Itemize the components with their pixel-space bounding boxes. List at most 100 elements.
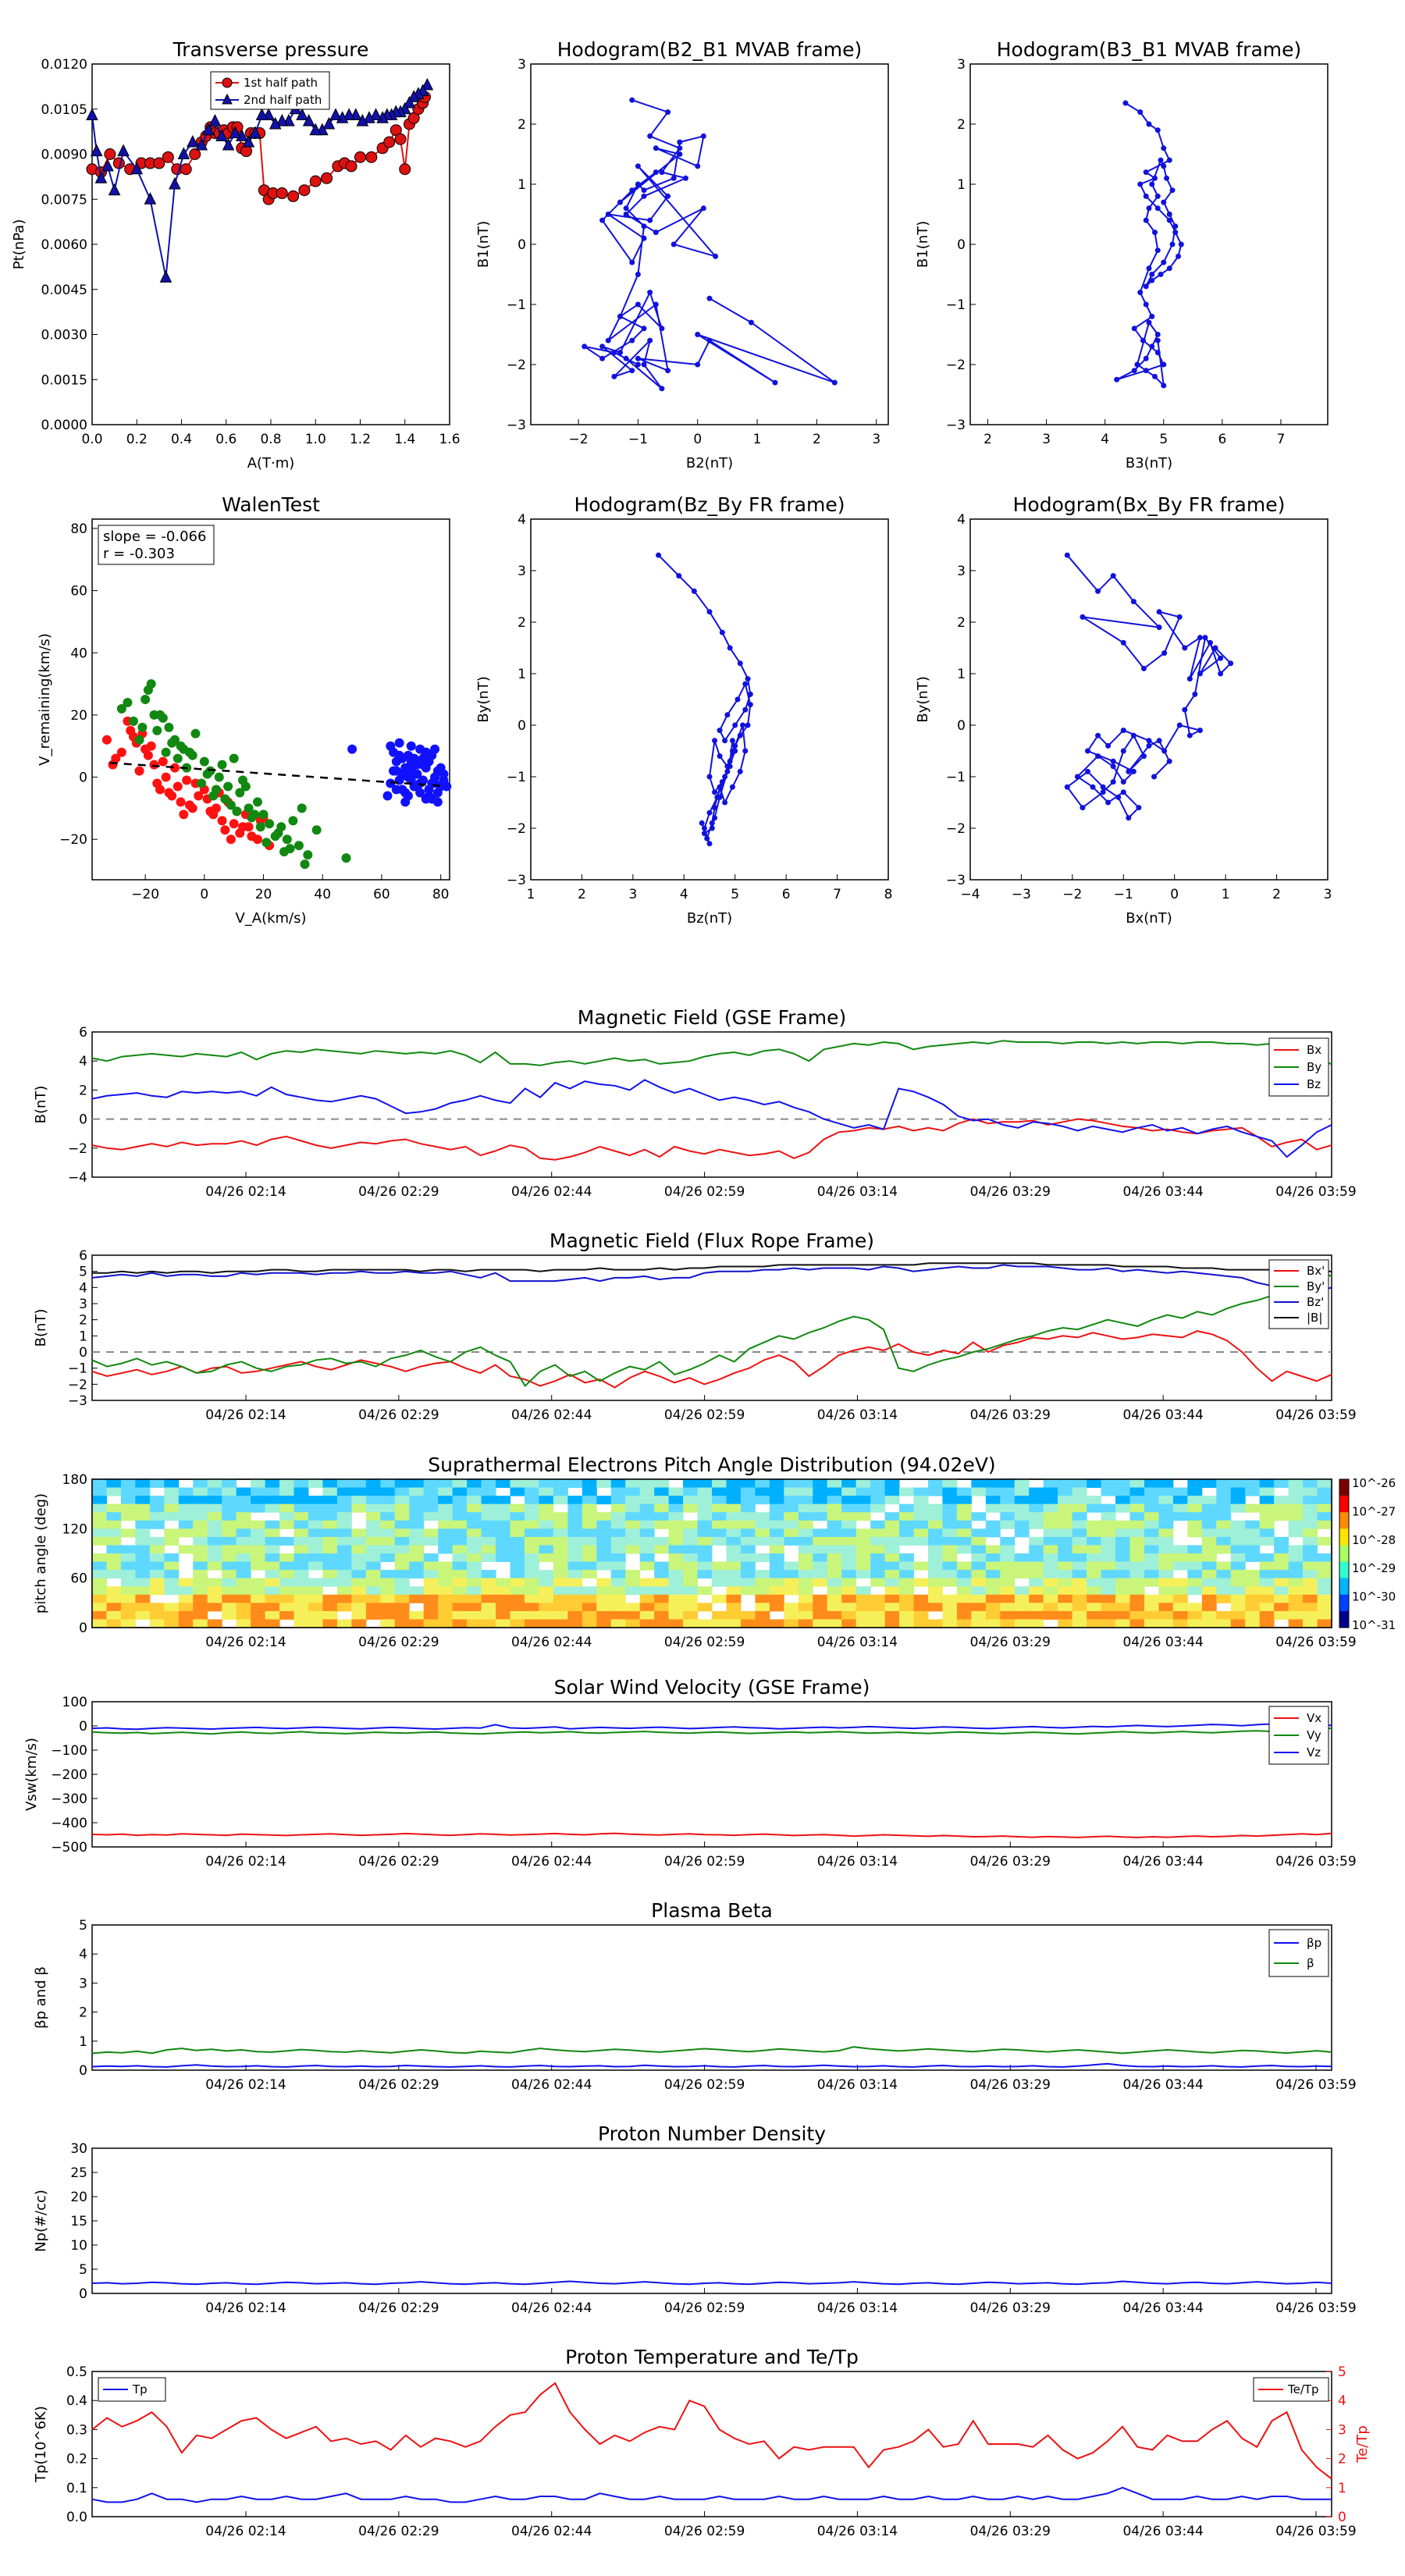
- heatmap-cell: [1000, 1578, 1016, 1587]
- heatmap-cell: [927, 1561, 943, 1571]
- heatmap-cell: [1144, 1496, 1159, 1505]
- legend-label: Vx: [1307, 1711, 1321, 1725]
- y-tick-label: 3: [518, 564, 526, 579]
- heatmap-cell: [1058, 1603, 1073, 1612]
- heatmap-cell: [1303, 1520, 1318, 1529]
- heatmap-cell: [207, 1578, 222, 1587]
- heatmap-cell: [92, 1528, 107, 1538]
- heatmap-cell: [135, 1496, 151, 1505]
- heatmap-cell: [452, 1610, 468, 1620]
- heatmap-cell: [1043, 1603, 1058, 1612]
- chart-title: Magnetic Field (GSE Frame): [578, 1006, 846, 1029]
- heatmap-cell: [884, 1528, 900, 1538]
- heatmap-cell: [553, 1512, 568, 1521]
- heatmap-cell: [1158, 1553, 1174, 1563]
- data-point: [199, 756, 209, 767]
- data-point: [1143, 193, 1149, 199]
- chart-panel: Hodogram(Bz_By FR frame)Bz(nT)By(nT)1 2 3 4…: [475, 493, 892, 927]
- heatmap-cell: [236, 1503, 251, 1513]
- heatmap-cell: [755, 1487, 770, 1496]
- heatmap-cell: [251, 1578, 266, 1587]
- heatmap-cell: [712, 1520, 727, 1529]
- heatmap-cell: [855, 1619, 871, 1628]
- heatmap-cell: [279, 1561, 295, 1571]
- heatmap-cell: [683, 1528, 699, 1538]
- heatmap-cell: [740, 1528, 756, 1538]
- heatmap-cell: [1158, 1479, 1174, 1489]
- x-tick-label: 2: [984, 432, 992, 447]
- heatmap-cell: [539, 1610, 554, 1620]
- heatmap-cell: [322, 1545, 338, 1554]
- heatmap-cell: [697, 1586, 713, 1596]
- heatmap-cell: [1288, 1487, 1304, 1496]
- heatmap-cell: [1172, 1545, 1188, 1554]
- x-tick-label: 2: [813, 432, 821, 447]
- heatmap-cell: [1303, 1553, 1318, 1563]
- data-point: [1169, 241, 1176, 247]
- heatmap-cell: [610, 1553, 626, 1563]
- heatmap-cell: [1115, 1487, 1130, 1496]
- chart-panel: Magnetic Field (Flux Rope Frame)B(nT)−3−…: [33, 1229, 1357, 1423]
- heatmap-cell: [1288, 1520, 1304, 1529]
- heatmap-cell: [582, 1503, 597, 1513]
- heatmap-cell: [784, 1520, 799, 1529]
- heatmap-cell: [423, 1570, 439, 1579]
- heatmap-cell: [1288, 1586, 1304, 1596]
- heatmap-cell: [1303, 1503, 1318, 1513]
- heatmap-cell: [639, 1487, 655, 1496]
- heatmap-cell: [985, 1545, 1001, 1554]
- data-point: [1130, 732, 1136, 738]
- heatmap-cell: [251, 1479, 266, 1489]
- heatmap-cell: [596, 1594, 612, 1603]
- heatmap-cell: [582, 1594, 597, 1603]
- heatmap-cell: [625, 1479, 641, 1489]
- heatmap-cell: [697, 1619, 713, 1628]
- data-point: [1080, 614, 1086, 620]
- heatmap-cell: [567, 1578, 583, 1587]
- heatmap-cell: [1058, 1586, 1073, 1596]
- y2-tick-label: 5: [1338, 2364, 1346, 2380]
- heatmap-cell: [164, 1528, 180, 1538]
- data-point: [1156, 624, 1162, 631]
- heatmap-cell: [1245, 1586, 1261, 1596]
- heatmap-cell: [870, 1536, 886, 1546]
- heatmap-cell: [1187, 1528, 1203, 1538]
- heatmap-cell: [813, 1610, 828, 1620]
- heatmap-cell: [481, 1570, 496, 1579]
- heatmap-cell: [423, 1603, 439, 1612]
- heatmap-cell: [813, 1512, 828, 1521]
- heatmap-cell: [496, 1553, 510, 1563]
- y2-tick-label: 1: [1338, 2481, 1346, 2496]
- heatmap-cell: [510, 1603, 525, 1612]
- heatmap-cell: [1029, 1512, 1044, 1521]
- data-point: [740, 722, 746, 728]
- x-tick-label: 04/26 03:59: [1275, 2077, 1356, 2093]
- y-tick-label: −1: [946, 770, 966, 785]
- heatmap-cell: [1029, 1619, 1044, 1628]
- heatmap-cell: [827, 1578, 842, 1587]
- heatmap-cell: [1245, 1487, 1261, 1496]
- heatmap-cell: [697, 1561, 713, 1571]
- y-tick-label: 0: [518, 718, 526, 734]
- heatmap-cell: [1129, 1586, 1145, 1596]
- heatmap-cell: [798, 1619, 813, 1628]
- data-point: [647, 337, 653, 343]
- heatmap-cell: [308, 1545, 323, 1554]
- heatmap-cell: [178, 1520, 194, 1529]
- series-line: [91, 2046, 1332, 2055]
- heatmap-cell: [755, 1528, 770, 1538]
- heatmap-cell: [798, 1520, 813, 1529]
- heatmap-cell: [913, 1503, 929, 1513]
- heatmap-cell: [365, 1536, 381, 1546]
- data-point: [242, 134, 255, 148]
- heatmap-cell: [1144, 1578, 1159, 1587]
- heatmap-cell: [668, 1619, 684, 1628]
- data-point: [1161, 382, 1167, 389]
- heatmap-cell: [178, 1578, 194, 1587]
- x-tick-label: 04/26 03:59: [1275, 2524, 1356, 2539]
- data-point: [169, 763, 180, 773]
- data-point: [747, 691, 753, 697]
- heatmap-cell: [1158, 1570, 1174, 1579]
- data-point: [159, 270, 173, 283]
- heatmap-cell: [1000, 1570, 1016, 1579]
